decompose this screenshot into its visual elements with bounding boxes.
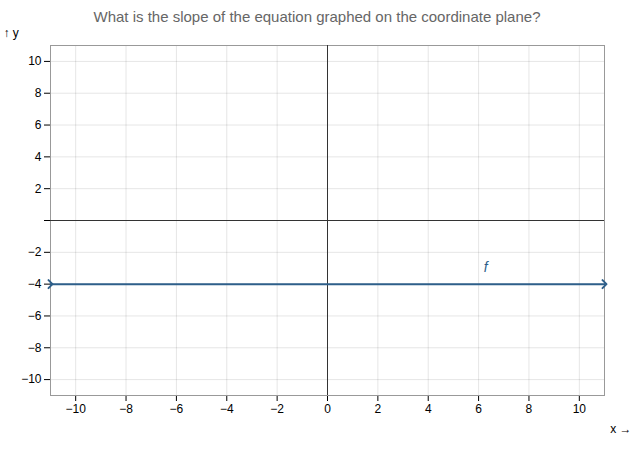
svg-text:10: 10 xyxy=(573,402,587,416)
svg-text:2: 2 xyxy=(375,402,382,416)
svg-text:0: 0 xyxy=(324,402,331,416)
svg-text:4: 4 xyxy=(425,402,432,416)
svg-text:8: 8 xyxy=(35,86,42,100)
svg-text:−4: −4 xyxy=(28,277,42,291)
svg-text:f: f xyxy=(484,259,490,275)
svg-text:−6: −6 xyxy=(28,309,42,323)
svg-text:4: 4 xyxy=(35,150,42,164)
svg-text:−4: −4 xyxy=(220,402,234,416)
svg-text:8: 8 xyxy=(526,402,533,416)
svg-text:6: 6 xyxy=(475,402,482,416)
svg-text:−8: −8 xyxy=(28,341,42,355)
svg-text:↑ y: ↑ y xyxy=(4,26,19,40)
svg-text:x →: x → xyxy=(610,422,631,436)
svg-text:−8: −8 xyxy=(119,402,133,416)
svg-text:−6: −6 xyxy=(170,402,184,416)
svg-text:6: 6 xyxy=(35,118,42,132)
svg-text:2: 2 xyxy=(35,182,42,196)
html-text:What is the slope of the equat: What is the slope of the equation graphe… xyxy=(93,8,541,25)
svg-text:−10: −10 xyxy=(21,372,42,386)
svg-text:10: 10 xyxy=(28,54,42,68)
svg-text:−2: −2 xyxy=(28,245,42,259)
svg-text:−2: −2 xyxy=(270,402,284,416)
svg-text:−10: −10 xyxy=(66,402,87,416)
